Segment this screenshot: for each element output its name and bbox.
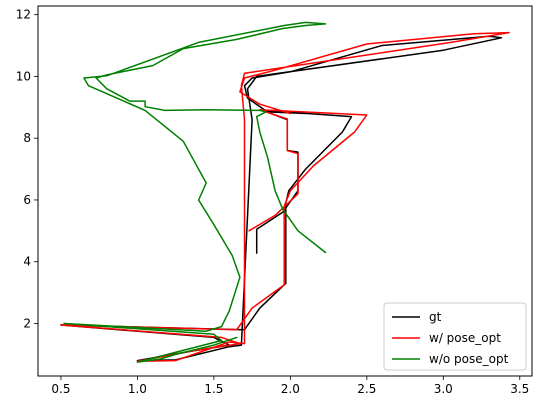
legend-label-2: w/o pose_opt <box>429 352 509 366</box>
series-line-1 <box>60 31 510 362</box>
x-tick-label: 2.5 <box>357 382 376 396</box>
x-tick-label: 3.5 <box>510 382 529 396</box>
series-line-2 <box>63 21 327 363</box>
y-tick-label: 6 <box>23 193 31 207</box>
legend: gt w/ pose_opt w/o pose_opt <box>383 302 527 371</box>
legend-box <box>383 302 527 371</box>
series-layer <box>60 21 510 363</box>
y-tick-label: 4 <box>23 255 31 269</box>
x-tick-label: 1.0 <box>128 382 147 396</box>
x-tick-label: 1.5 <box>204 382 223 396</box>
x-tick-label: 0.5 <box>51 382 70 396</box>
x-axis-ticks: 0.5 1.0 1.5 2.0 2.5 3.0 3.5 <box>51 376 529 396</box>
y-axis-ticks: 2 4 6 8 10 12 <box>16 8 38 330</box>
legend-label-0: gt <box>429 310 442 324</box>
y-tick-label: 10 <box>16 69 31 83</box>
legend-label-1: w/ pose_opt <box>429 331 501 345</box>
y-tick-label: 8 <box>23 131 31 145</box>
y-tick-label: 12 <box>16 8 31 22</box>
y-tick-label: 2 <box>23 316 31 330</box>
x-tick-label: 2.0 <box>281 382 300 396</box>
x-tick-label: 3.0 <box>434 382 453 396</box>
plot-frame <box>37 5 533 377</box>
